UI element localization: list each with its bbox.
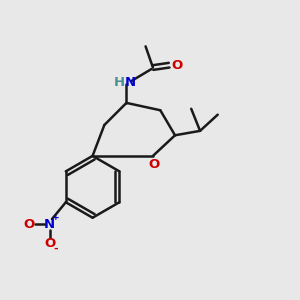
Text: N: N: [44, 218, 55, 231]
Text: O: O: [44, 237, 55, 250]
Text: -: -: [54, 244, 58, 254]
Text: O: O: [23, 218, 34, 231]
Text: N: N: [124, 76, 136, 89]
Text: O: O: [148, 158, 160, 171]
Text: +: +: [52, 213, 60, 222]
Text: O: O: [171, 59, 182, 72]
Text: H: H: [113, 76, 124, 89]
